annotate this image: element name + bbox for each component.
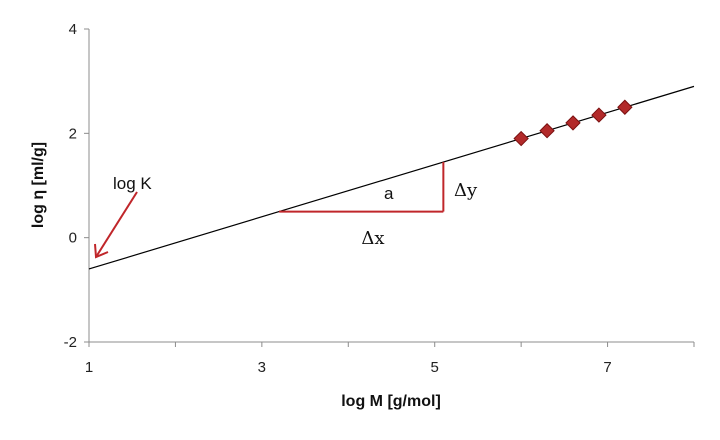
- x-tick-label: 1: [85, 359, 93, 376]
- y-axis-title: log η [ml/g]: [30, 142, 47, 228]
- x-tick-label: 3: [258, 359, 266, 376]
- y-tick-label: -2: [64, 334, 77, 351]
- arrow-head: [94, 243, 109, 259]
- log-k-label: log K: [113, 174, 152, 193]
- y-tick-label: 0: [69, 230, 77, 247]
- x-axis-title: log M [g/mol]: [341, 393, 441, 410]
- slope-triangle: [279, 162, 445, 213]
- arrow-shaft: [95, 191, 138, 258]
- delta-x-label: Δx: [361, 228, 384, 249]
- data-point: [565, 115, 581, 131]
- data-point: [539, 123, 555, 139]
- y-tick-label: 4: [69, 21, 77, 38]
- slope-label: a: [384, 184, 394, 203]
- data-point: [617, 99, 633, 115]
- axes: [84, 28, 695, 347]
- delta-y-label: Δy: [454, 180, 478, 201]
- y-tick-label: 2: [69, 125, 77, 142]
- data-points: [513, 99, 633, 147]
- data-point: [591, 107, 607, 123]
- x-tick-label: 7: [603, 359, 611, 376]
- data-point: [513, 130, 529, 147]
- log-k-arrow: [94, 191, 138, 259]
- x-tick-label: 5: [431, 359, 439, 376]
- tick-labels: -2 0 2 4 1 3 5 7: [64, 21, 612, 376]
